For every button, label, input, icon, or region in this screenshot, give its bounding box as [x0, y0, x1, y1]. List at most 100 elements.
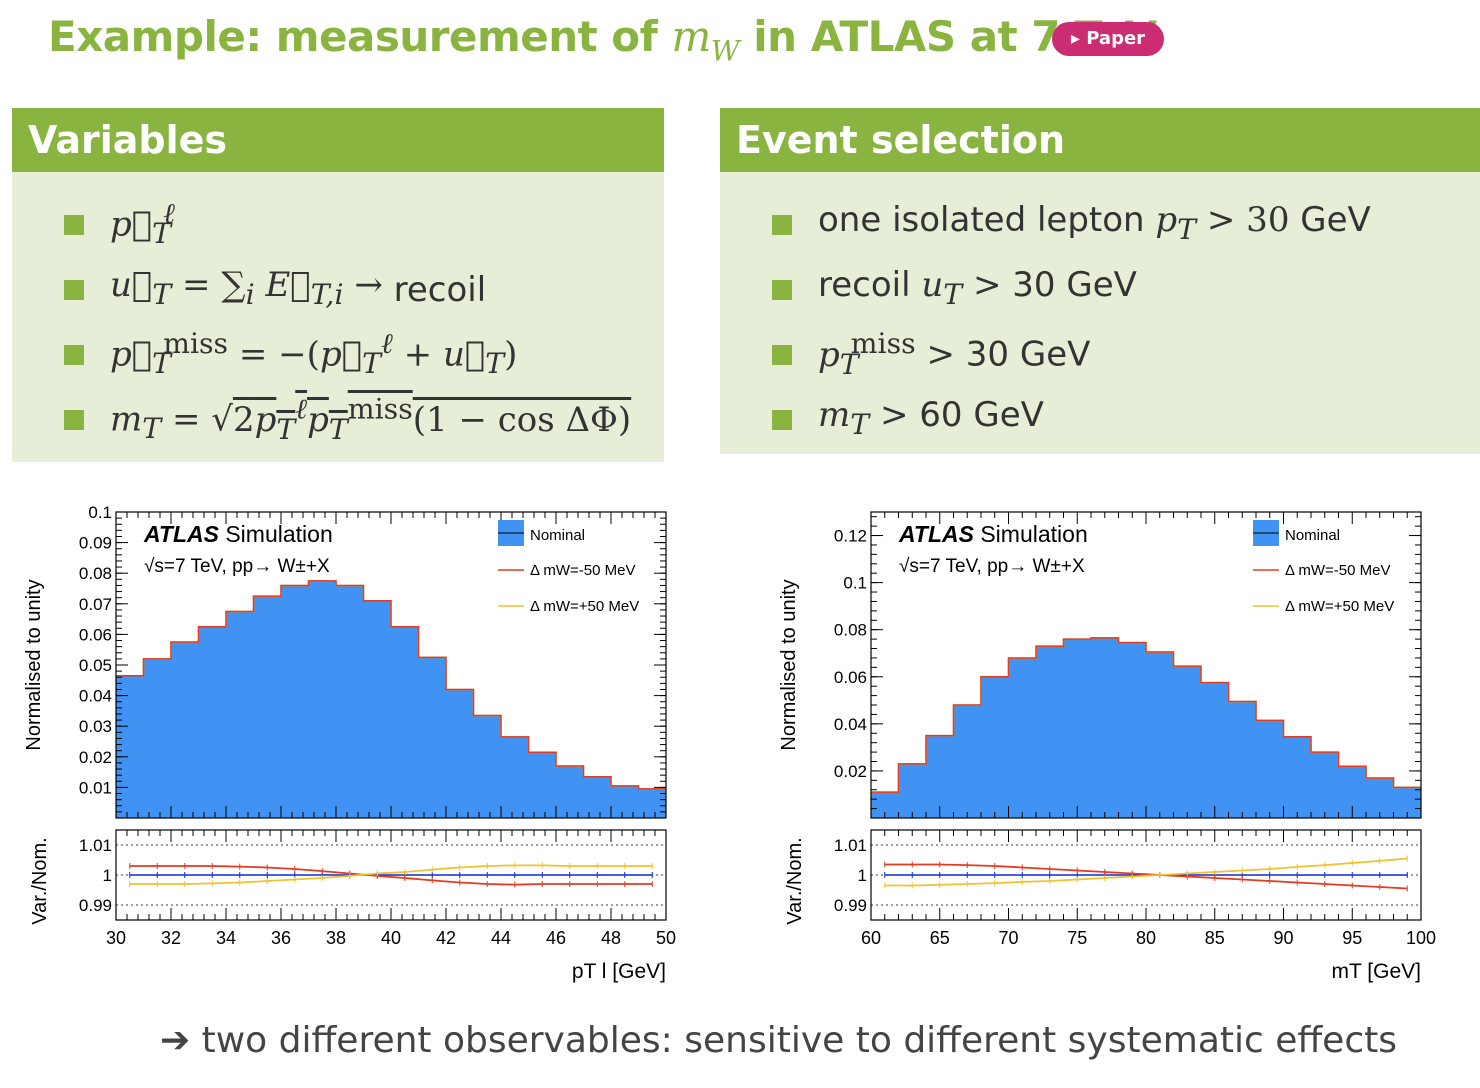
histogram-bar — [308, 580, 337, 818]
histogram-bar — [336, 585, 364, 818]
histogram-bar — [1366, 777, 1394, 818]
x-axis-label: mT [GeV] — [1332, 960, 1421, 983]
histogram-bar — [953, 705, 982, 818]
y-tick-label: 0.03 — [79, 717, 112, 736]
x-tick-label: 100 — [1406, 928, 1436, 948]
histogram-bar — [1173, 666, 1202, 818]
y-axis-label: Normalised to unity — [23, 579, 45, 750]
ratio-plus-line — [884, 857, 1408, 887]
ratio-y-tick-label: 0.99 — [834, 896, 867, 915]
histogram-bar — [583, 776, 612, 818]
histogram-bar — [281, 585, 309, 818]
y-tick-label: 0.06 — [834, 668, 867, 687]
x-tick-label: 42 — [436, 928, 456, 948]
ratio-y-tick-label: 1 — [858, 866, 867, 885]
histogram-bar — [926, 735, 954, 818]
histogram-bar — [981, 676, 1009, 818]
atlas-label-rest: Simulation — [219, 521, 333, 547]
ratio-y-axis-label: Var./Nom. — [784, 837, 806, 924]
legend-plus-label: Δ mW=+50 MeV — [530, 598, 639, 615]
bullet-square-icon — [64, 409, 84, 430]
chart-ptl-svg: 0.01 0.02 0.03 0.04 0.05 0.06 0.07 0.08 0.09 0.1 3… — [23, 503, 676, 983]
page-title: Example: measurement of mW in ATLAS at 7… — [48, 12, 1157, 68]
histogram-bar — [198, 626, 227, 818]
energy-label: √s=7 TeV, pp→ W±+X — [899, 556, 1085, 577]
minus-50-step-line — [116, 580, 666, 790]
histogram-bar — [1256, 720, 1284, 818]
x-tick-label: 48 — [601, 928, 621, 948]
atlas-label: ATLAS Simulation — [898, 521, 1088, 547]
atlas-label-rest: Simulation — [974, 521, 1088, 547]
x-tick-label: 65 — [930, 928, 950, 948]
paper-button[interactable]: ▸ Paper — [1052, 22, 1164, 56]
x-tick-label: 46 — [546, 928, 566, 948]
histogram-bar — [1091, 637, 1119, 818]
bullet-square-icon — [772, 214, 792, 235]
x-tick-label: 85 — [1205, 928, 1225, 948]
energy-label: √s=7 TeV, pp→ W±+X — [144, 556, 330, 577]
x-tick-label: 60 — [861, 928, 881, 948]
histogram-bar — [446, 689, 474, 818]
histogram-bar — [528, 752, 557, 818]
atlas-label-bold: ATLAS — [143, 521, 220, 547]
histogram-bar — [611, 785, 639, 818]
y-tick-label: 0.04 — [79, 687, 112, 706]
chart-ptl: 0.01 0.02 0.03 0.04 0.05 0.06 0.07 0.08 0.09 0.1 3… — [10, 498, 690, 1000]
variables-box: Variables p⃗Tℓp⃗Tℓ u⃗T = ∑i E⃗T,i → reco… — [12, 108, 664, 462]
y-tick-label: 0.01 — [79, 778, 112, 797]
x-tick-label: 70 — [998, 928, 1018, 948]
x-tick-label: 44 — [491, 928, 511, 948]
y-tick-label: 0.1 — [843, 574, 867, 593]
y-axis-label: Normalised to unity — [778, 579, 800, 750]
histogram-bar — [1008, 657, 1037, 818]
event-selection-heading: Event selection — [720, 108, 1480, 172]
minus-50-step-line — [871, 637, 1421, 793]
y-tick-label: 0.08 — [79, 564, 112, 583]
bullet-square-icon — [64, 214, 84, 235]
atlas-label-bold: ATLAS — [898, 521, 975, 547]
histogram-bar — [171, 642, 199, 818]
bullet-square-icon — [64, 279, 84, 300]
x-axis-label: pT l [GeV] — [572, 960, 666, 983]
histogram-bar — [418, 657, 447, 818]
histogram-bar — [1201, 682, 1229, 818]
variable-item: p⃗Tℓp⃗Tℓ — [64, 192, 664, 257]
bullet-square-icon — [64, 344, 84, 365]
x-tick-label: 80 — [1136, 928, 1156, 948]
chart-mt-svg: 0.02 0.04 0.06 0.08 0.1 0.12 60 65 70 75 80 85 90 95 1… — [778, 511, 1436, 983]
histogram-bar — [501, 736, 529, 818]
histogram-bar — [363, 600, 392, 818]
histogram-bar — [898, 763, 927, 818]
histogram-bar — [1283, 736, 1312, 818]
histogram-bar — [1118, 642, 1147, 818]
histogram-bar — [1146, 652, 1174, 818]
histogram-bar — [556, 765, 584, 818]
ratio-minus-line — [129, 865, 653, 886]
ratio-y-axis-label: Var./Nom. — [29, 837, 51, 924]
selection-item: one isolated lepton pT > 30 GeVone isola… — [772, 192, 1480, 257]
y-tick-label: 0.06 — [79, 625, 112, 644]
legend-nominal-label: Nominal — [530, 527, 585, 544]
legend-minus-label: Δ mW=-50 MeV — [1285, 562, 1390, 579]
ratio-minus-line — [884, 863, 1408, 890]
x-tick-label: 34 — [216, 928, 236, 948]
atlas-label: ATLAS Simulation — [143, 521, 333, 547]
y-tick-label: 0.12 — [834, 527, 867, 546]
histogram-bar — [1036, 646, 1064, 818]
variable-item: p⃗Tmiss = −(p⃗Tℓ + u⃗T)p⃗Tmiss = −(p⃗Tℓ … — [64, 322, 664, 387]
ratio-plus-line — [129, 864, 653, 885]
y-tick-label: 0.1 — [88, 503, 112, 522]
histogram-bar — [1311, 752, 1339, 818]
variable-item: mT = √(2pTℓ pTmiss (1 − cos ΔΦ))mT = √2p… — [64, 387, 664, 452]
ratio-y-tick-label: 1 — [103, 866, 112, 885]
bullet-square-icon — [772, 344, 792, 365]
ratio-y-tick-label: 0.99 — [79, 896, 112, 915]
x-tick-label: 95 — [1342, 928, 1362, 948]
bullet-square-icon — [772, 409, 792, 430]
histogram-bar — [143, 658, 172, 818]
y-tick-label: 0.02 — [834, 762, 867, 781]
histogram-bar — [473, 715, 502, 818]
histogram-bar — [226, 611, 254, 818]
histogram-bar — [116, 675, 144, 818]
